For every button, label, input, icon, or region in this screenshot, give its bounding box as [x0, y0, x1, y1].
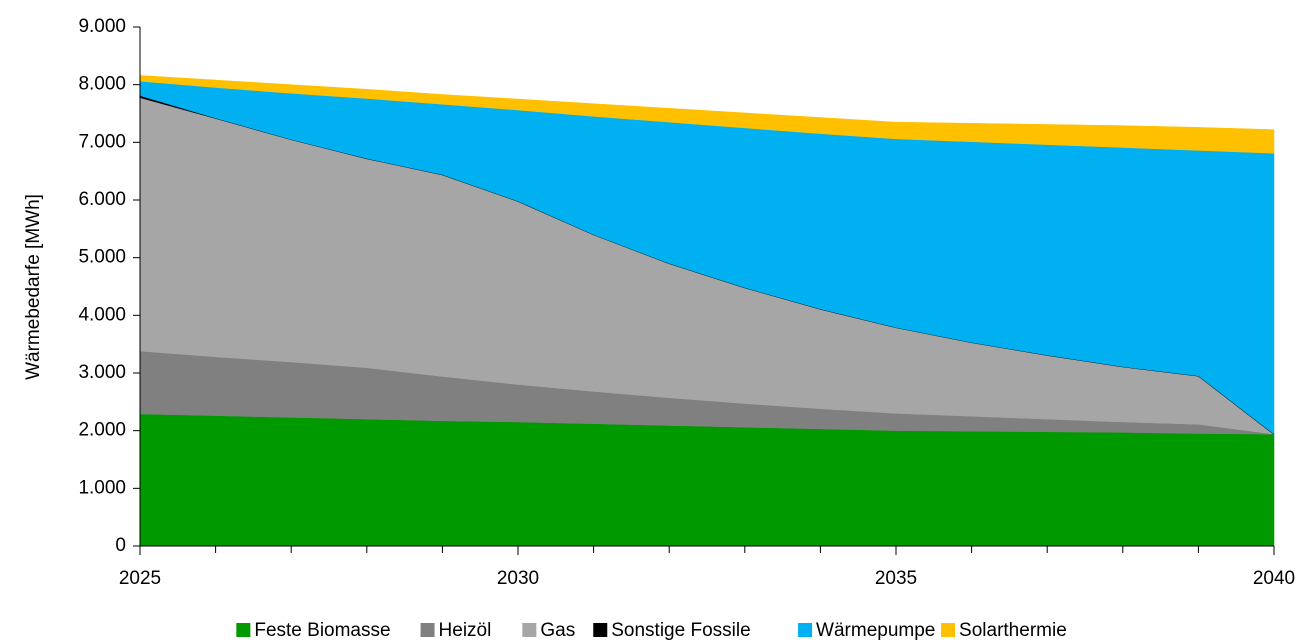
legend-label: Heizöl [439, 620, 492, 641]
legend-swatch [236, 623, 251, 637]
x-tick-label: 2025 [119, 568, 161, 589]
area [139, 413, 1275, 547]
y-axis-label: Wärmebedarfe [MWh] [23, 194, 44, 380]
y-tick-label: 7.000 [78, 131, 126, 152]
y-tick-label: 9.000 [78, 16, 126, 37]
y-tick-label: 4.000 [78, 304, 126, 325]
legend-label: Feste Biomasse [254, 620, 390, 641]
legend-swatch [798, 623, 813, 637]
y-tick-label: 2.000 [78, 420, 126, 441]
legend-label: Wärmepumpe [816, 620, 935, 641]
y-tick-label: 3.000 [78, 362, 126, 383]
legend-label: Sonstige Fossile [611, 620, 750, 641]
legend-label: Gas [540, 620, 575, 641]
x-tick-label: 2030 [497, 568, 539, 589]
legend-swatch [420, 623, 435, 637]
legend-swatch [522, 623, 537, 637]
y-tick-label: 0 [115, 535, 126, 556]
y-tick-label: 6.000 [78, 189, 126, 210]
y-tick-label: 5.000 [78, 247, 126, 268]
x-tick-label: 2035 [875, 568, 917, 589]
x-tick-label: 2040 [1253, 568, 1295, 589]
y-tick-label: 1.000 [78, 477, 126, 498]
legend-label: Solarthermie [959, 620, 1067, 641]
legend-swatch [593, 623, 608, 637]
y-tick-label: 8.000 [78, 74, 126, 95]
area [139, 75, 1275, 154]
legend-swatch [941, 623, 956, 637]
